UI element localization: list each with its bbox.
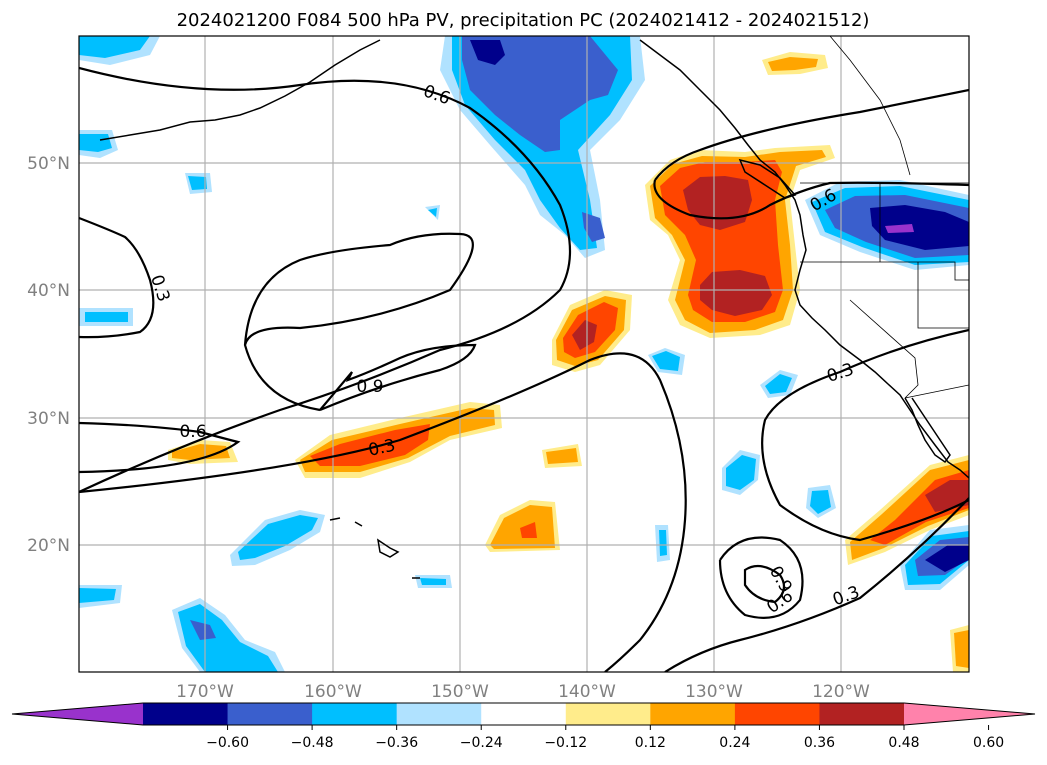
pos-region-subtropical-streak: [172, 444, 230, 460]
colorbar-tick-label: 0.12: [635, 735, 666, 751]
colorbar-extend-low: [12, 703, 143, 725]
colorbar-segment: [481, 703, 567, 725]
pos-region-west-coast: [700, 270, 772, 316]
colorbar-segment: [312, 703, 398, 725]
neg-region-east-pacific: [659, 530, 667, 556]
neg-region-west: [79, 36, 150, 58]
colorbar-segment: [396, 703, 482, 725]
lat-label-30n: 30°N: [27, 409, 70, 429]
colorbar-tick-label: 0.48: [888, 735, 919, 751]
neg-region-west: [188, 176, 207, 190]
figure-title: 2024021200 F084 500 hPa PV, precipitatio…: [177, 10, 870, 31]
contour-label: 0.9: [356, 377, 383, 397]
latitude-labels: 50°N 40°N 30°N 20°N: [27, 154, 70, 556]
border-states: [800, 183, 969, 399]
pos-region-mexico: [925, 480, 969, 512]
neg-region-east-pacific: [810, 490, 831, 514]
neg-region-subtropics: [420, 578, 446, 585]
coastline-baja: [904, 397, 951, 464]
neg-region-gulf-of-alaska: [470, 40, 505, 65]
pv-contour-0.6-inner: [79, 421, 241, 474]
lat-label-50n: 50°N: [27, 154, 70, 174]
colorbar: −0.60 −0.48 −0.36 −0.24 −0.12 0.12 0.24 0.36 0.4…: [11, 702, 1036, 751]
colorbar-segment: [143, 703, 229, 725]
neg-region-east-pacific: [765, 374, 792, 394]
pv-contour-0.6-loop: [653, 179, 969, 220]
colorbar-tick-label: −0.12: [544, 735, 587, 751]
lon-label-130w: 130°W: [685, 682, 743, 702]
colorbar-tick-label: −0.48: [291, 735, 334, 751]
colorbar-tick-label: −0.60: [206, 735, 249, 751]
lat-label-20n: 20°N: [27, 536, 70, 556]
pv-contour-0.6-north: [79, 66, 572, 493]
pv-contour-0.6-northeast: [664, 497, 969, 672]
neg-region-gulf-of-alaska: [582, 212, 605, 242]
colorbar-tick-label: −0.24: [460, 735, 503, 751]
neg-region-mexico: [925, 545, 969, 572]
colorbar-tick-label: 0.36: [804, 735, 835, 751]
contour-label: 0.6: [179, 422, 206, 442]
colorbar-extend-high: [904, 703, 1035, 725]
lon-label-160w: 160°W: [304, 682, 362, 702]
lon-label-170w: 170°W: [176, 682, 234, 702]
pv-contour-0.9: [243, 232, 477, 412]
neg-region-subtropics: [428, 208, 437, 217]
coastline-islands: [329, 517, 420, 579]
pv-contour-0.3-central: [79, 352, 687, 672]
longitude-labels: 170°W 160°W 150°W 140°W 130°W 120°W: [176, 682, 870, 702]
pos-region-central-pacific: [572, 320, 597, 350]
colorbar-segment: [819, 703, 905, 725]
colorbar-segment: [734, 703, 820, 725]
graticule: [79, 36, 969, 672]
map-panel: 0.6 0.3 0.9 0.6 0.3 0.6 0.3 0.9 0.6 0.3 …: [27, 35, 970, 702]
neg-region-northwest-us: [885, 224, 914, 233]
map-frame: [78, 35, 970, 673]
pos-region-mexico: [954, 630, 969, 668]
contour-labels: 0.6 0.3 0.9 0.6 0.3 0.6 0.3 0.9 0.6 0.3: [146, 81, 862, 618]
neg-region-east-pacific: [726, 455, 756, 490]
pv-contour-0.3-west: [79, 216, 155, 339]
neg-region-gulf-of-alaska: [462, 36, 618, 152]
lon-label-120w: 120°W: [812, 682, 870, 702]
neg-region-west: [79, 588, 116, 603]
colorbar-segment: [650, 703, 736, 725]
pv-contour-0.3-east: [761, 328, 969, 542]
neg-region-subtropics: [238, 515, 318, 560]
colorbar-segment: [565, 703, 651, 725]
pv-contours: [79, 66, 969, 672]
pv-contour-0.6-coast: [654, 88, 969, 181]
coastline-north-america: [639, 39, 969, 479]
pv-contour-0.6-south: [718, 536, 804, 619]
colorbar-outline: [11, 702, 1036, 726]
colorbar-tick-label: 0.24: [719, 735, 750, 751]
neg-region-subtropics: [178, 604, 278, 672]
neg-region-west: [85, 312, 128, 322]
pos-region-tropical: [520, 522, 537, 538]
lat-label-40n: 40°N: [27, 281, 70, 301]
neg-region-west: [79, 134, 112, 152]
border-alaska-canada: [829, 36, 911, 176]
coastline-alaska: [99, 39, 381, 141]
neg-region-subtropics: [190, 620, 216, 640]
colorbar-tick-label: −0.36: [375, 735, 418, 751]
pos-region-subtropical-streak: [546, 448, 578, 464]
colorbar-segment: [227, 703, 313, 725]
pv-contour-0.9-south: [743, 564, 786, 604]
neg-region-northwest-us: [870, 205, 969, 250]
neg-region-east-pacific: [652, 351, 680, 371]
pos-region-north: [768, 57, 818, 71]
colorbar-tick-label: 0.60: [973, 735, 1004, 751]
lon-label-140w: 140°W: [558, 682, 616, 702]
lon-label-150w: 150°W: [431, 682, 489, 702]
